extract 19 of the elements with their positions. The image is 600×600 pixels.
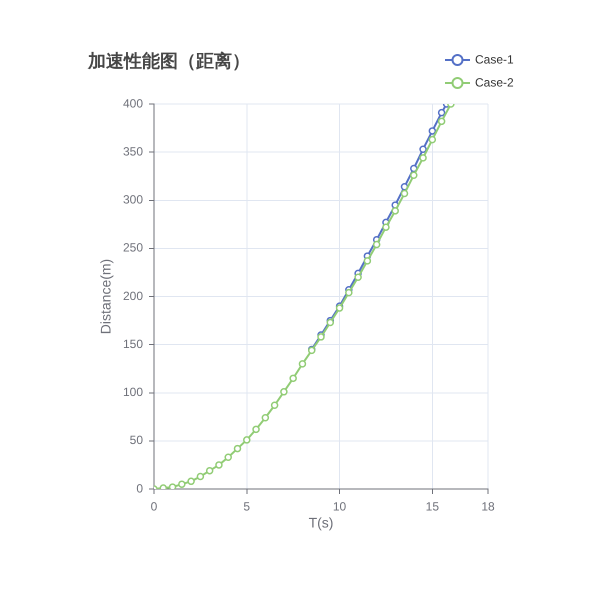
y-tick-label: 200 xyxy=(122,288,144,303)
x-tick-label: 18 xyxy=(481,500,495,514)
x-tick-label: 5 xyxy=(243,500,250,514)
y-tick-label: 400 xyxy=(122,96,144,110)
legend-label: Case-1 xyxy=(475,52,514,66)
y-tick-label: 50 xyxy=(130,433,144,448)
y-tick-label: 350 xyxy=(122,144,144,158)
x-axis-title: T(s) xyxy=(308,514,334,530)
x-tick-label: 0 xyxy=(150,500,158,514)
y-tick-label: 150 xyxy=(122,336,144,351)
x-tick-label: 15 xyxy=(426,500,440,514)
x-tick-label: 10 xyxy=(332,500,347,514)
y-tick-label: 0 xyxy=(136,481,144,496)
y-tick-label: 100 xyxy=(122,385,144,400)
chart-title: 加速性能图（距离） xyxy=(87,50,250,71)
y-tick-label: 300 xyxy=(122,192,144,207)
legend-label: Case-2 xyxy=(475,75,514,90)
y-axis-title: Distance(m) xyxy=(97,258,114,334)
y-tick-label: 250 xyxy=(122,240,144,255)
